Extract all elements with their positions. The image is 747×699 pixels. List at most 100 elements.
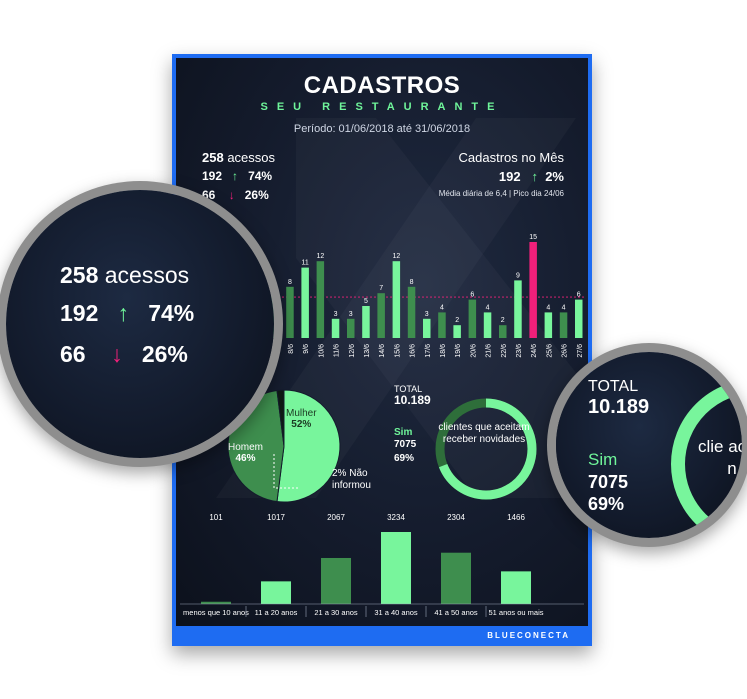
arrow-down-icon: ↓ (218, 188, 242, 202)
zoom-circle-acessos: 258 acessos 192 ↑ 74% 66 ↓ 26% (6, 190, 274, 458)
daily-bar-value-label: 9 (516, 272, 520, 279)
age-bar (321, 557, 351, 604)
donut-center-text: clientes que aceitam receber novidades (438, 422, 530, 445)
daily-tick-label: 17/6 (425, 344, 432, 358)
zoom-acessos-up-row: 192 ↑ 74% (60, 300, 194, 327)
donut-total-label: TOTAL (394, 384, 423, 394)
daily-bar (316, 261, 325, 338)
daily-tick-label: 24/6 (531, 344, 538, 358)
mulher-label: Mulher (286, 408, 317, 419)
brand-footer: BLUECONECTA (172, 626, 592, 646)
age-tick-label: 21 a 30 anos (314, 608, 358, 617)
daily-bar (499, 325, 507, 338)
zoom-donut-ring (671, 380, 742, 538)
daily-bar-value-label: 3 (349, 311, 353, 318)
daily-bar-value-label: 11 (302, 260, 309, 267)
cadastros-mes-row: 192 ↑ 2% (499, 169, 564, 184)
zoom-acessos-down-value: 66 (60, 341, 86, 367)
daily-bar (468, 299, 477, 338)
acessos-up-row: 192 ↑ 74% (202, 169, 272, 183)
age-bar-chart: 101 menos que 10 anos 1017 11 a 20 anos 2067… (180, 513, 584, 617)
acessos-down-row: 66 ↓ 26% (202, 188, 269, 202)
cadastros-mes-pct: 2% (545, 169, 564, 184)
daily-bar-value-label: 2 (501, 317, 505, 324)
zoom-acessos-total-value: 258 (60, 262, 99, 288)
age-bar (201, 601, 231, 604)
donut-total-value: 10.189 (394, 393, 431, 407)
pie-label-mulher: Mulher 52% (286, 408, 317, 430)
daily-bar (575, 299, 583, 338)
period-text: Período: 01/06/2018 até 31/06/2018 (293, 123, 471, 135)
daily-tick-label: 11/6 (334, 344, 341, 357)
age-bar-value-label: 2304 (447, 513, 465, 522)
donut-sim-label: Sim (394, 427, 413, 438)
daily-tick-label: 23/6 (516, 344, 523, 358)
pie-slice (227, 389, 285, 503)
daily-bar-value-label: 6 (577, 292, 581, 299)
arrow-down-icon: ↓ (91, 341, 136, 367)
daily-bar (301, 267, 309, 338)
acessos-down-value: 66 (202, 188, 216, 202)
acessos-up-pct: 74% (248, 169, 273, 183)
daily-bar-value-label: 3 (425, 311, 429, 318)
zoom-acessos-total: 258 acessos (60, 262, 189, 289)
acessos-up-value: 192 (202, 169, 223, 183)
daily-bar (271, 293, 279, 338)
daily-tick-label: 22/6 (501, 344, 508, 358)
daily-tick-label: 25/6 (546, 344, 553, 358)
daily-bar-value-label: 7 (379, 285, 383, 292)
pie-slice (276, 389, 341, 503)
age-bar-value-label: 1017 (267, 513, 285, 522)
pie-label-nao-informou: 2% Não informou (332, 468, 371, 491)
daily-tick-label: 15/6 (394, 344, 401, 358)
daily-bar-value-label: 4 (546, 304, 550, 311)
zoom-acessos-down-row: 66 ↓ 26% (60, 341, 188, 368)
daily-bar (423, 318, 431, 338)
pie-slice (276, 389, 285, 447)
daily-bar-value-label: 4 (562, 304, 566, 311)
daily-bar-value-label: 4 (486, 304, 490, 311)
daily-bar-value-label: 15 (529, 234, 537, 241)
brand-name: BLUECONECTA (487, 631, 570, 640)
daily-bar-value-label: 8 (410, 279, 414, 286)
daily-tick-label: 21/6 (486, 344, 493, 358)
age-tick-label: 41 a 50 anos (434, 608, 478, 617)
daily-bar (453, 325, 461, 338)
daily-bar (331, 318, 340, 338)
daily-bar (392, 261, 401, 338)
page-subtitle: SEU RESTAURANTE (260, 101, 504, 113)
daily-bar (559, 312, 568, 338)
daily-tick-label: 16/6 (410, 344, 417, 358)
zoom-acessos-down-pct: 26% (141, 341, 188, 367)
cadastros-mes-title: Cadastros no Mês (458, 150, 565, 165)
zoom-donut-total-label: TOTAL (588, 378, 639, 395)
acessos-total-label: acessos (227, 150, 276, 165)
daily-tick-label: 13/6 (364, 344, 371, 358)
daily-bar-value-label: 12 (316, 253, 324, 260)
daily-tick-label: 19/6 (455, 344, 462, 358)
donut-ring (435, 398, 537, 500)
age-tick-label: 31 a 40 anos (374, 608, 418, 617)
age-bar (501, 571, 531, 604)
age-bar-value-label: 101 (209, 513, 223, 522)
daily-tick-label: 18/6 (440, 344, 447, 358)
daily-tick-label: 8/6 (288, 344, 295, 354)
poster-background: CADASTROS SEU RESTAURANTE Período: 01/06… (176, 58, 588, 626)
cadastros-mes-value: 192 (498, 169, 521, 184)
daily-tick-label: 26/6 (562, 344, 569, 358)
daily-bar-value-label: 2 (455, 317, 459, 324)
donut-sim-pct: 69% (394, 453, 415, 464)
arrow-up-icon: ↑ (524, 169, 542, 184)
infographic-poster: CADASTROS SEU RESTAURANTE Período: 01/06… (172, 54, 592, 646)
daily-tick-label: 27/6 (577, 344, 584, 358)
daily-bar (438, 312, 446, 338)
daily-bar-value-label: 7 (273, 285, 277, 292)
daily-tick-label: 20/6 (470, 344, 477, 358)
daily-bar (377, 293, 385, 338)
daily-bar (544, 312, 553, 338)
daily-bar (483, 312, 492, 338)
pie-callout-line (273, 454, 300, 489)
daily-bar-value-label: 8 (288, 279, 292, 286)
daily-bar (514, 280, 522, 338)
acessos-total: 258 acessos (202, 150, 275, 165)
